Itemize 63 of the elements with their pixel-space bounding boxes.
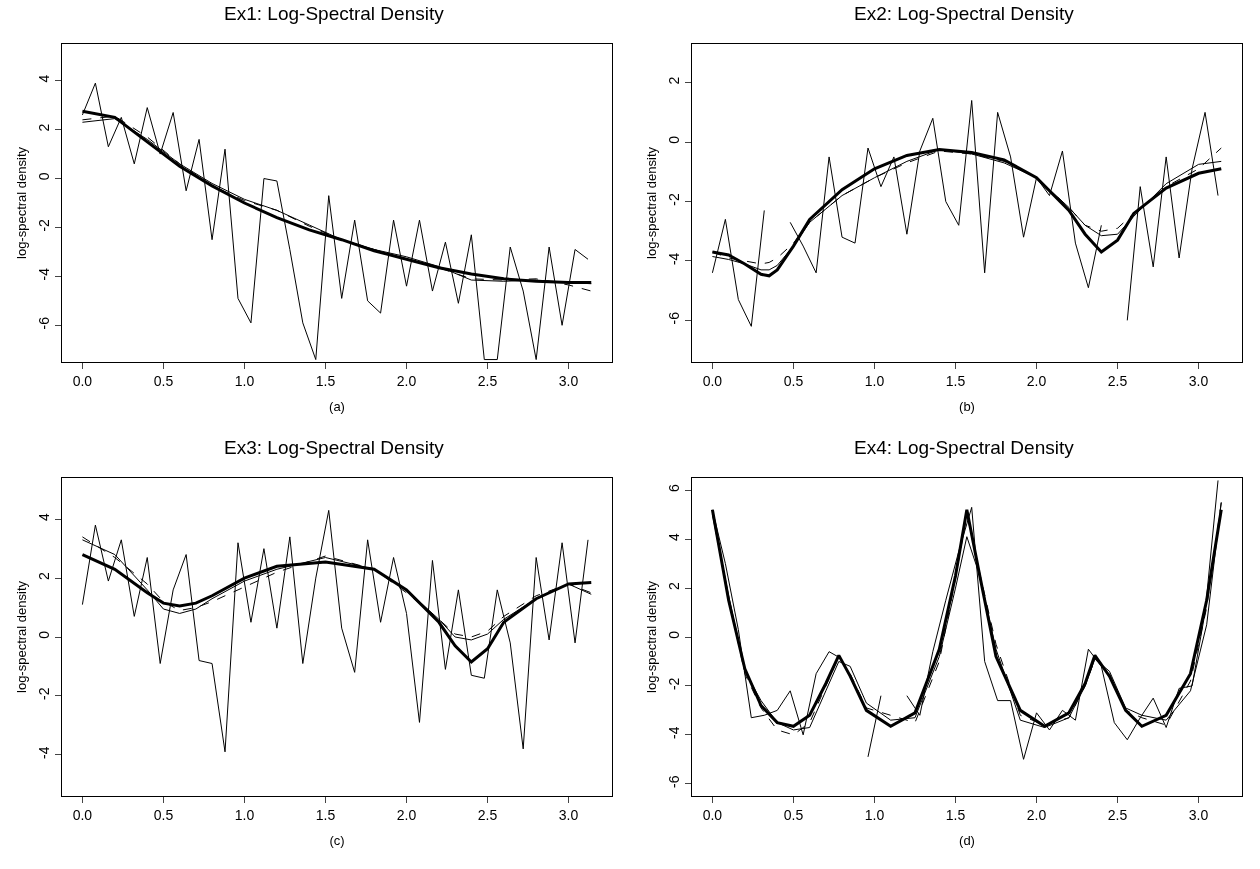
x-tick-label: 1.0 bbox=[234, 806, 255, 823]
x-tick-label: 1.5 bbox=[945, 806, 966, 823]
x-tick-label: 2.5 bbox=[1107, 372, 1128, 389]
x-tick-label: 1.0 bbox=[864, 806, 885, 823]
x-tick-label: 2.0 bbox=[396, 372, 417, 389]
y-tick-label: -4 bbox=[666, 726, 683, 739]
x-tick-label: 0.5 bbox=[783, 806, 804, 823]
y-axis-title: log-spectral density bbox=[644, 580, 660, 693]
y-tick-label: -2 bbox=[36, 687, 53, 701]
x-tick-label: 1.0 bbox=[864, 372, 885, 389]
y-tick-label: 0 bbox=[36, 630, 53, 639]
y-tick-label: -6 bbox=[36, 316, 53, 330]
y-tick-label: 4 bbox=[36, 74, 53, 83]
x-tick-label: 0.5 bbox=[153, 806, 174, 823]
x-tick-label: 1.5 bbox=[315, 806, 336, 823]
x-tick-label: 2.5 bbox=[1107, 806, 1128, 823]
y-tick-label: 0 bbox=[666, 630, 683, 639]
chart-title: Ex2: Log-Spectral Density bbox=[854, 2, 1075, 24]
y-tick-label: -2 bbox=[666, 192, 683, 206]
x-tick-label: 1.0 bbox=[234, 372, 255, 389]
y-tick-label: -2 bbox=[36, 218, 53, 232]
y-tick-label: 0 bbox=[666, 135, 683, 144]
x-tick-label: 2.5 bbox=[477, 372, 498, 389]
x-tick-label: 0.5 bbox=[153, 372, 174, 389]
x-tick-label: 0.5 bbox=[783, 372, 804, 389]
x-tick-label: 0.0 bbox=[72, 372, 93, 389]
x-tick-label: 3.0 bbox=[1188, 372, 1209, 389]
y-tick-label: -4 bbox=[36, 267, 53, 281]
x-tick-label: 1.5 bbox=[315, 372, 336, 389]
x-axis-title: (d) bbox=[959, 833, 975, 849]
y-tick-label: -6 bbox=[666, 775, 683, 788]
x-tick-label: 0.0 bbox=[702, 372, 723, 389]
y-tick-label: 6 bbox=[666, 484, 683, 493]
y-tick-label: 0 bbox=[36, 172, 53, 181]
x-axis-title: (a) bbox=[329, 399, 345, 415]
x-tick-label: 2.0 bbox=[1026, 806, 1047, 823]
y-tick-label: 4 bbox=[36, 513, 53, 522]
y-tick-label: -2 bbox=[666, 677, 683, 691]
y-tick-label: 4 bbox=[666, 532, 683, 541]
y-tick-label: 2 bbox=[666, 76, 683, 85]
chart-title: Ex1: Log-Spectral Density bbox=[224, 2, 445, 24]
x-tick-label: 3.0 bbox=[1188, 806, 1209, 823]
x-axis-title: (b) bbox=[959, 399, 975, 415]
x-tick-label: 3.0 bbox=[558, 372, 579, 389]
y-axis-title: log-spectral density bbox=[644, 146, 660, 259]
y-tick-label: 2 bbox=[36, 571, 53, 580]
y-tick-label: 2 bbox=[666, 581, 683, 590]
x-tick-label: 0.0 bbox=[72, 806, 93, 823]
chart-title: Ex3: Log-Spectral Density bbox=[224, 436, 445, 458]
x-axis-title: (c) bbox=[329, 833, 345, 849]
y-axis-title: log-spectral density bbox=[14, 580, 30, 693]
y-tick-label: -4 bbox=[666, 252, 683, 266]
chart-title: Ex4: Log-Spectral Density bbox=[854, 436, 1075, 458]
y-tick-label: 2 bbox=[36, 123, 53, 132]
x-tick-label: 2.5 bbox=[477, 806, 498, 823]
x-tick-label: 1.5 bbox=[945, 372, 966, 389]
x-tick-label: 2.0 bbox=[396, 806, 417, 823]
y-axis-title: log-spectral density bbox=[14, 146, 30, 259]
x-tick-label: 3.0 bbox=[558, 806, 579, 823]
y-tick-label: -4 bbox=[36, 746, 53, 759]
y-tick-label: -6 bbox=[666, 311, 683, 325]
x-tick-label: 0.0 bbox=[702, 806, 723, 823]
x-tick-label: 2.0 bbox=[1026, 372, 1047, 389]
